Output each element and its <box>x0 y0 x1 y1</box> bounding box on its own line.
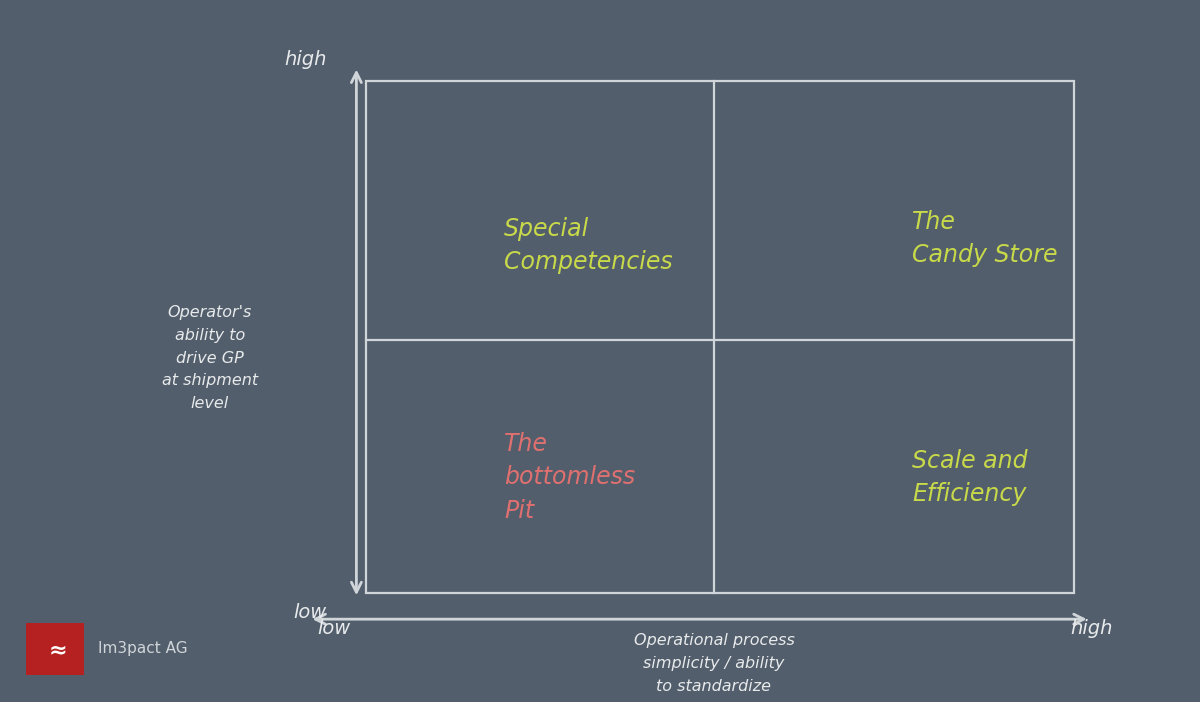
Bar <box>366 81 1074 593</box>
Text: Operator's
ability to
drive GP
at shipment
level: Operator's ability to drive GP at shipme… <box>162 305 258 411</box>
Text: The
bottomless
Pit: The bottomless Pit <box>504 432 635 523</box>
Text: $\mathbf{\approx}$: $\mathbf{\approx}$ <box>44 639 66 659</box>
Bar <box>26 623 84 675</box>
Text: high: high <box>1070 618 1114 638</box>
Text: high: high <box>284 50 326 69</box>
Text: Special
Competencies: Special Competencies <box>504 217 673 274</box>
Text: Operational process
simplicity / ability
to standardize: Operational process simplicity / ability… <box>634 633 794 694</box>
Text: Im3pact AG: Im3pact AG <box>98 642 188 656</box>
Text: low: low <box>293 602 326 622</box>
Text: low: low <box>317 618 350 638</box>
Text: Scale and
Efficiency: Scale and Efficiency <box>912 449 1027 506</box>
Text: The
Candy Store: The Candy Store <box>912 210 1057 267</box>
